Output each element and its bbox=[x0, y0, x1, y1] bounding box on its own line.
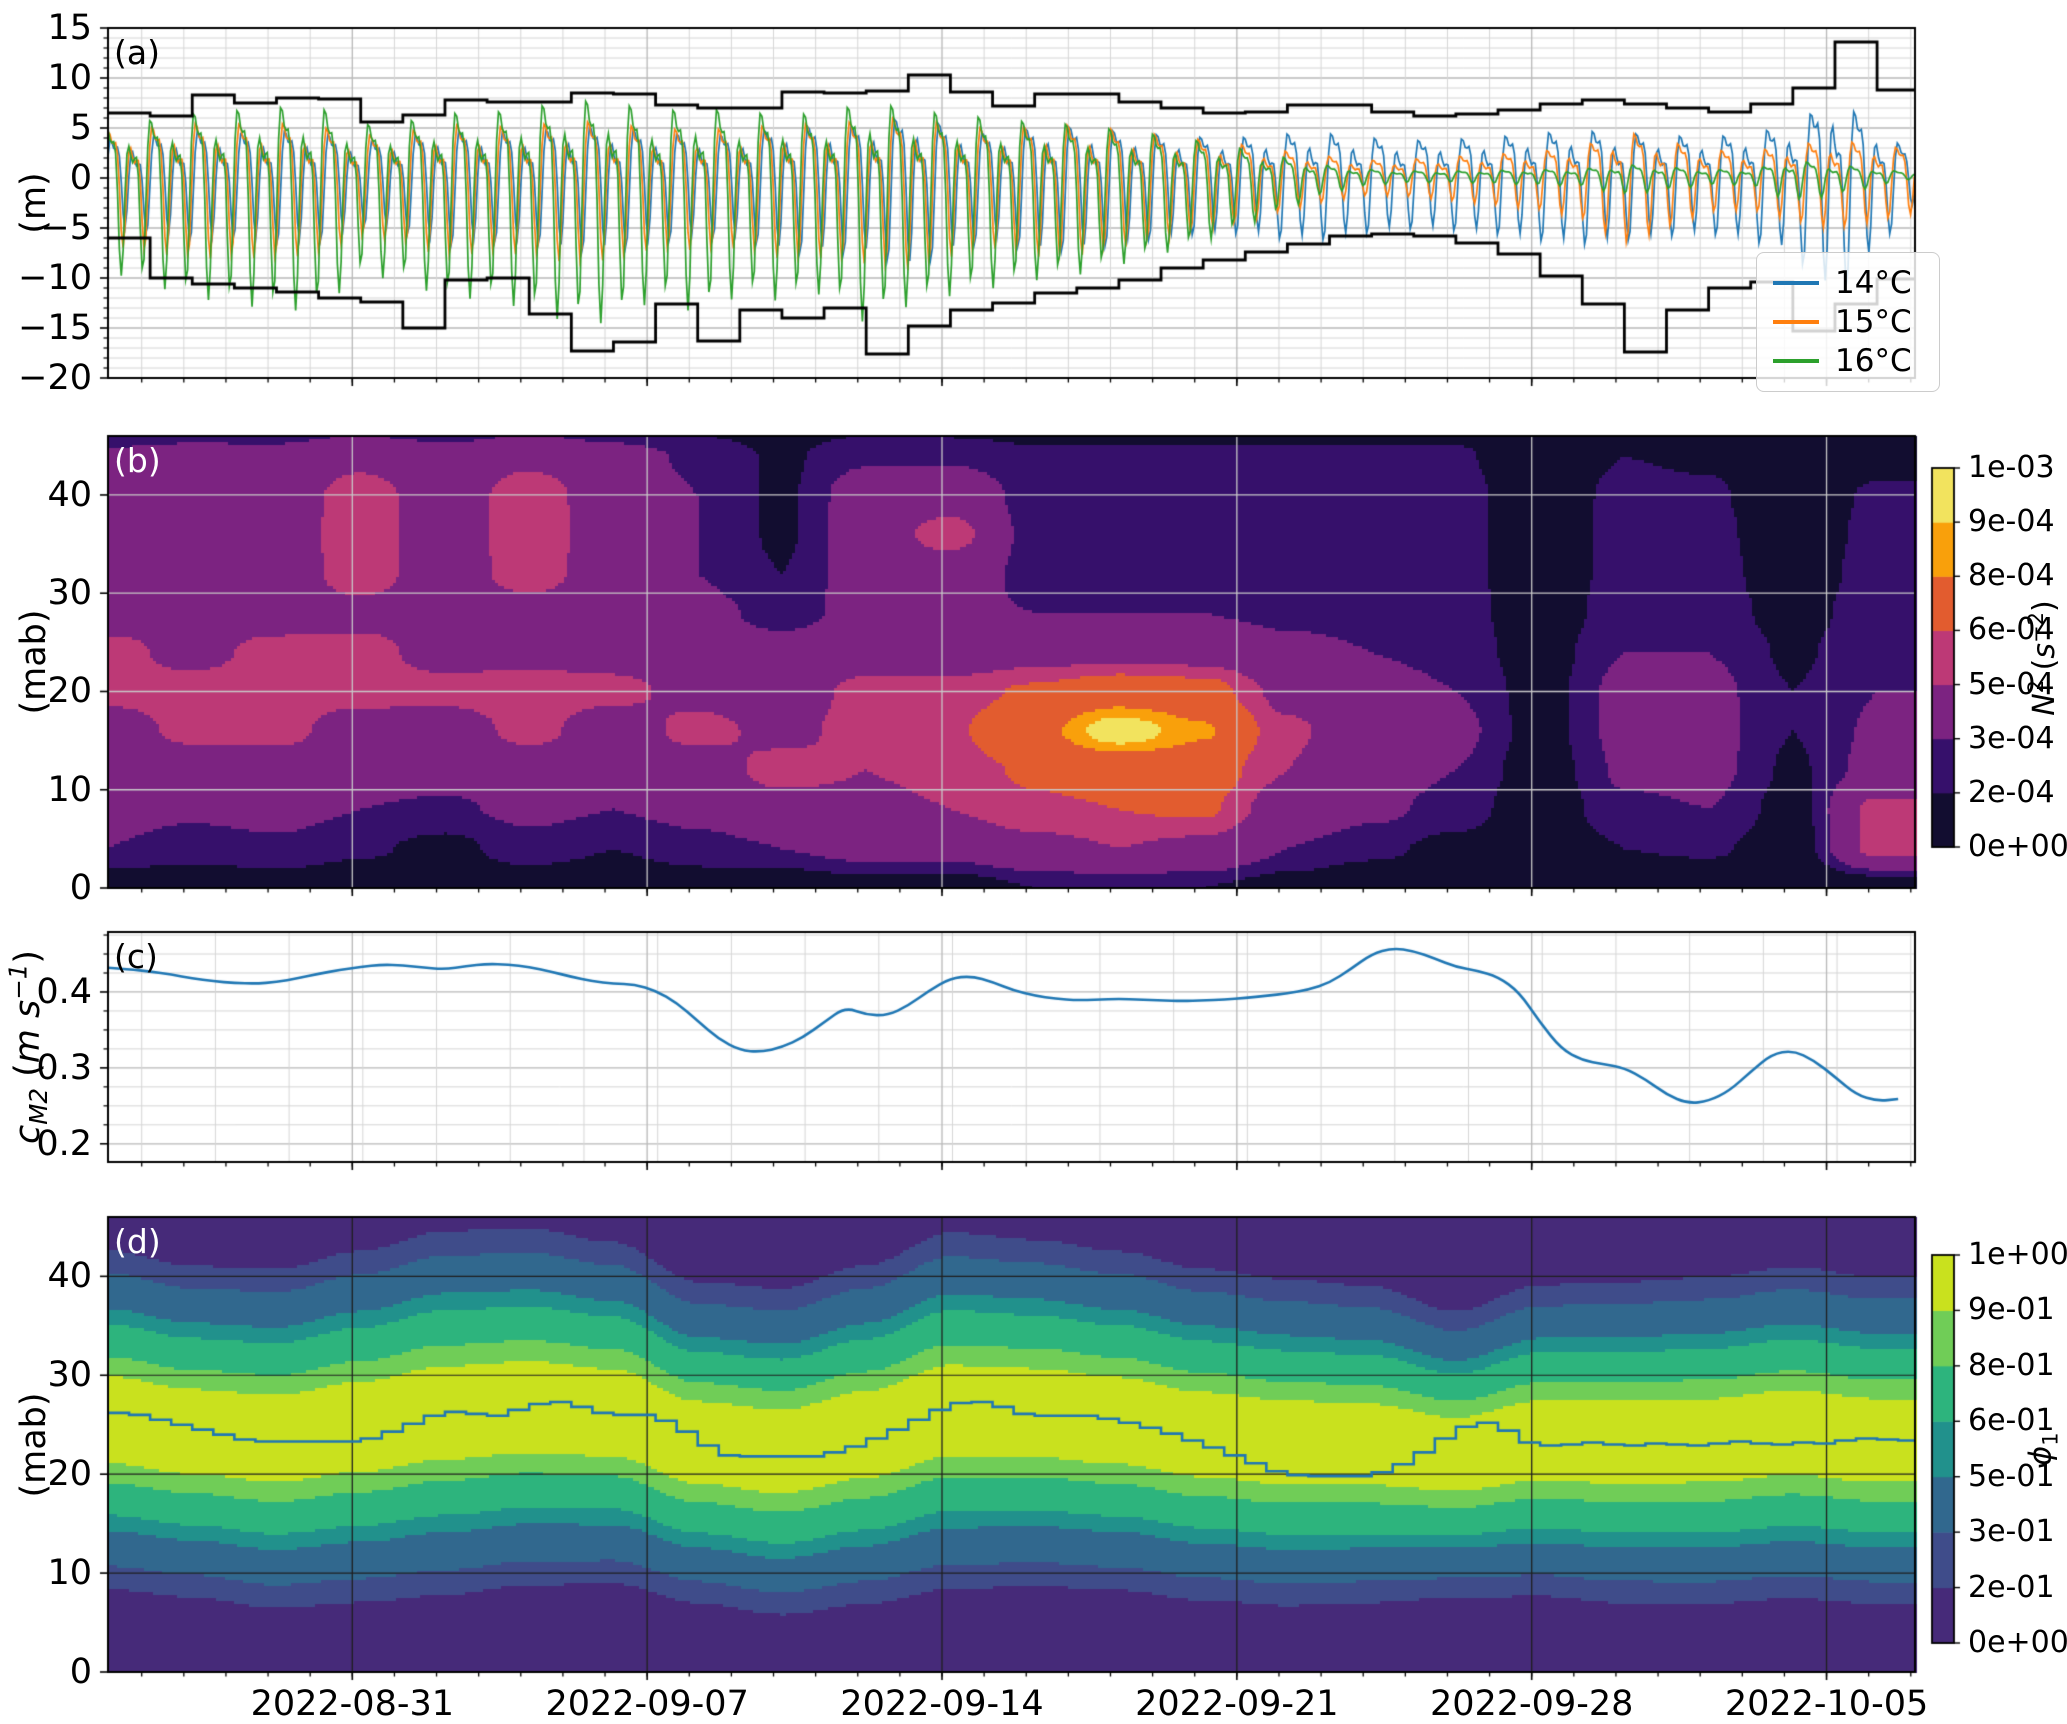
legend-item: 15°C bbox=[1773, 304, 1923, 340]
colorbar-tick-label-d: 9e-01 bbox=[1968, 1292, 2055, 1328]
colorbar-tick-label-b: 0e+00 bbox=[1968, 829, 2067, 864]
x-tick-label: 2022-09-21 bbox=[1135, 1684, 1339, 1724]
legend-line-swatch bbox=[1773, 319, 1819, 324]
colorbar-tick-label-b: 6e-04 bbox=[1968, 612, 2055, 648]
x-tick-label: 2022-09-28 bbox=[1429, 1684, 1634, 1724]
y-tick-label-d: 30 bbox=[47, 1355, 92, 1396]
y-tick-label-d: 40 bbox=[47, 1256, 92, 1297]
colorbar-tick-label-b: 2e-04 bbox=[1968, 774, 2055, 810]
colorbar-tick-label-b: 8e-04 bbox=[1968, 558, 2055, 594]
colorbar-tick-label-b: 1e-03 bbox=[1968, 450, 2055, 485]
colorbar-tick-label-d: 5e-01 bbox=[1968, 1458, 2055, 1494]
y-tick-label-c: 0.2 bbox=[36, 1123, 92, 1164]
panel-letter-a: (a) bbox=[114, 33, 160, 72]
y-tick-label-b: 20 bbox=[47, 671, 92, 712]
legend-line-swatch bbox=[1773, 280, 1819, 285]
ylabel-panel-c: cM2 (m s−1) bbox=[3, 949, 53, 1145]
y-tick-label-a: −10 bbox=[18, 258, 92, 298]
colorbar-tick-label-b: 3e-04 bbox=[1968, 720, 2055, 756]
legend-item: 14°C bbox=[1773, 265, 1923, 301]
y-tick-label-d: 0 bbox=[69, 1652, 92, 1692]
y-tick-label-a: 15 bbox=[47, 8, 92, 48]
legend-label: 16°C bbox=[1835, 343, 1912, 380]
x-tick-label: 2022-08-31 bbox=[250, 1684, 454, 1724]
colorbar-tick-label-d: 0e+00 bbox=[1968, 1625, 2067, 1660]
panel-letter-b: (b) bbox=[114, 441, 161, 480]
colorbar-tick-label-d: 1e+00 bbox=[1968, 1237, 2067, 1272]
colorbar-tick-label-d: 6e-01 bbox=[1968, 1403, 2055, 1439]
y-tick-label-c: 0.3 bbox=[36, 1047, 92, 1088]
y-tick-label-d: 10 bbox=[47, 1553, 92, 1594]
y-tick-label-b: 30 bbox=[47, 573, 92, 614]
panel-letter-c: (c) bbox=[114, 937, 158, 976]
y-tick-label-b: 40 bbox=[47, 474, 92, 515]
colorbar-tick-label-b: 9e-04 bbox=[1968, 504, 2055, 540]
ylabel-panel-a: (m) bbox=[14, 172, 54, 234]
legend-label: 14°C bbox=[1835, 264, 1912, 301]
y-tick-label-c: 0.4 bbox=[36, 971, 92, 1012]
panel-letter-d: (d) bbox=[114, 1222, 161, 1261]
colorbar-title-d: ϕ1 bbox=[2023, 1432, 2063, 1466]
y-tick-label-a: −20 bbox=[18, 358, 92, 398]
y-tick-label-a: −5 bbox=[40, 208, 92, 248]
x-tick-label: 2022-09-07 bbox=[545, 1684, 749, 1724]
y-tick-label-b: 10 bbox=[47, 769, 92, 810]
colorbar-tick-label-d: 8e-01 bbox=[1968, 1347, 2055, 1383]
colorbar-tick-label-b: 5e-04 bbox=[1968, 666, 2055, 702]
y-tick-label-a: 10 bbox=[47, 58, 92, 98]
legend-item: 16°C bbox=[1773, 343, 1923, 379]
x-tick-label: 2022-09-14 bbox=[840, 1684, 1044, 1724]
y-tick-label-a: −15 bbox=[18, 308, 92, 348]
colorbar-tick-label-d: 3e-01 bbox=[1968, 1514, 2055, 1550]
colorbar-tick-label-d: 2e-01 bbox=[1968, 1569, 2055, 1605]
y-tick-label-d: 20 bbox=[47, 1454, 92, 1495]
y-tick-label-a: 5 bbox=[69, 108, 92, 148]
y-tick-label-a: 0 bbox=[69, 158, 92, 198]
x-tick-label: 2022-10-05 bbox=[1724, 1684, 1929, 1724]
colorbar-title-b: N2 (s−2) bbox=[2024, 599, 2062, 716]
y-tick-label-b: 0 bbox=[69, 868, 92, 908]
ylabel-panel-b: (mab) bbox=[14, 609, 54, 715]
legend-line-swatch bbox=[1773, 359, 1819, 364]
legend-box: 14°C 15°C 16°C bbox=[1756, 252, 1940, 392]
ylabel-panel-d: (mab) bbox=[14, 1391, 54, 1498]
legend-label: 15°C bbox=[1835, 303, 1912, 340]
